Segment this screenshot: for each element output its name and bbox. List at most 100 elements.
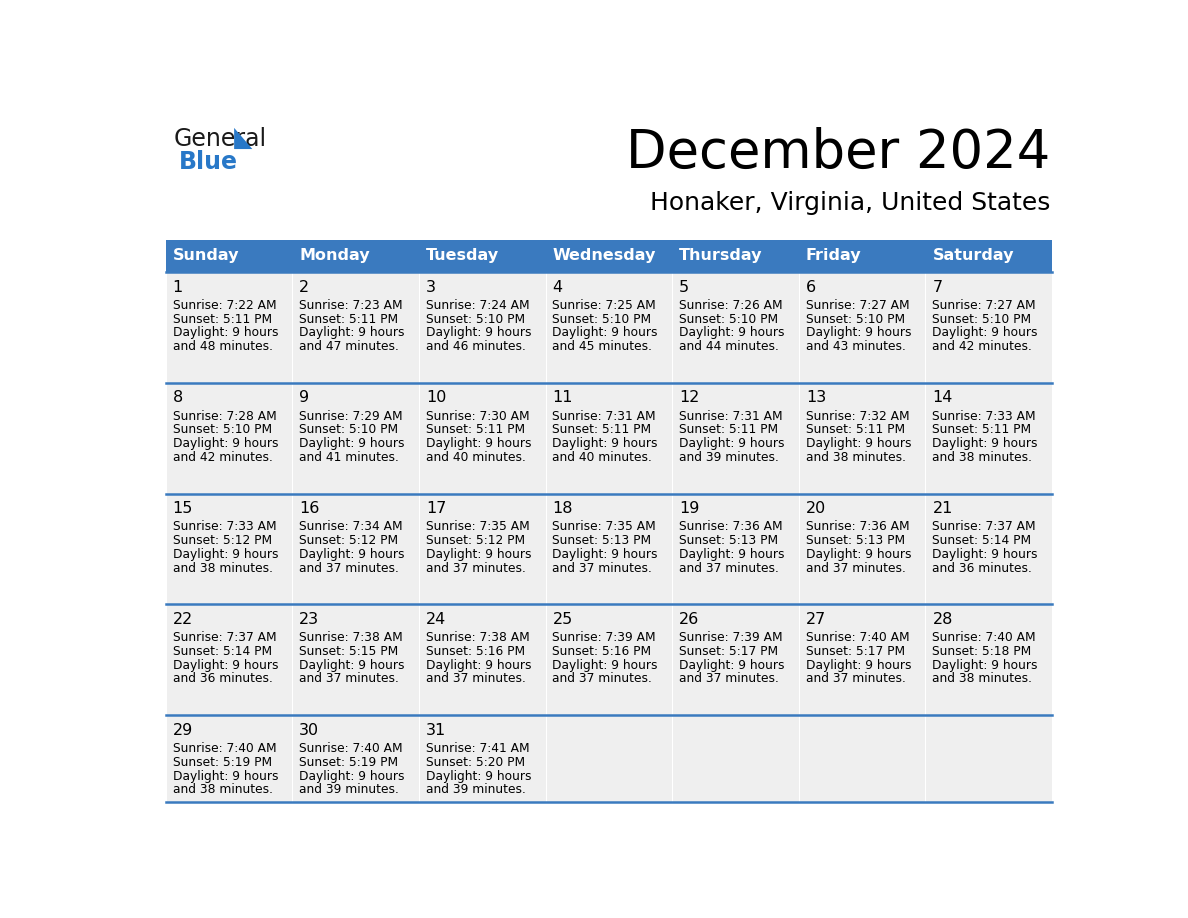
Text: Monday: Monday <box>299 248 369 263</box>
Polygon shape <box>419 272 545 383</box>
Polygon shape <box>165 604 292 715</box>
Polygon shape <box>925 383 1053 494</box>
Text: Sunset: 5:11 PM: Sunset: 5:11 PM <box>552 423 651 436</box>
Text: 23: 23 <box>299 612 320 627</box>
Polygon shape <box>292 604 419 715</box>
Text: Sunrise: 7:31 AM: Sunrise: 7:31 AM <box>680 409 783 422</box>
Text: Sunrise: 7:25 AM: Sunrise: 7:25 AM <box>552 299 656 312</box>
Text: Honaker, Virginia, United States: Honaker, Virginia, United States <box>650 191 1050 215</box>
Text: 25: 25 <box>552 612 573 627</box>
Polygon shape <box>798 715 925 801</box>
Text: and 48 minutes.: and 48 minutes. <box>172 340 272 353</box>
Text: and 37 minutes.: and 37 minutes. <box>805 562 905 575</box>
Text: and 36 minutes.: and 36 minutes. <box>172 672 272 686</box>
Polygon shape <box>545 240 672 272</box>
Text: Sunset: 5:10 PM: Sunset: 5:10 PM <box>933 312 1031 326</box>
Text: Sunrise: 7:26 AM: Sunrise: 7:26 AM <box>680 299 783 312</box>
Polygon shape <box>672 494 798 604</box>
Text: 22: 22 <box>172 612 192 627</box>
Text: Daylight: 9 hours: Daylight: 9 hours <box>172 548 278 561</box>
Text: Daylight: 9 hours: Daylight: 9 hours <box>680 659 784 672</box>
Text: 26: 26 <box>680 612 700 627</box>
Polygon shape <box>545 383 672 494</box>
Text: Sunset: 5:19 PM: Sunset: 5:19 PM <box>299 756 398 769</box>
Polygon shape <box>925 272 1053 383</box>
Text: Sunset: 5:11 PM: Sunset: 5:11 PM <box>425 423 525 436</box>
Text: Daylight: 9 hours: Daylight: 9 hours <box>680 437 784 450</box>
Text: Sunrise: 7:39 AM: Sunrise: 7:39 AM <box>552 632 656 644</box>
Text: Tuesday: Tuesday <box>425 248 499 263</box>
Text: 12: 12 <box>680 390 700 406</box>
Text: Daylight: 9 hours: Daylight: 9 hours <box>425 769 531 782</box>
Text: and 37 minutes.: and 37 minutes. <box>680 672 779 686</box>
Text: Sunset: 5:10 PM: Sunset: 5:10 PM <box>172 423 272 436</box>
Text: Daylight: 9 hours: Daylight: 9 hours <box>933 326 1038 340</box>
Polygon shape <box>165 240 292 272</box>
Text: Daylight: 9 hours: Daylight: 9 hours <box>425 437 531 450</box>
Text: and 44 minutes.: and 44 minutes. <box>680 340 779 353</box>
Text: Daylight: 9 hours: Daylight: 9 hours <box>933 437 1038 450</box>
Text: General: General <box>173 127 266 151</box>
Text: Daylight: 9 hours: Daylight: 9 hours <box>805 548 911 561</box>
Text: Sunset: 5:16 PM: Sunset: 5:16 PM <box>552 645 651 658</box>
Text: 31: 31 <box>425 722 446 738</box>
Text: 18: 18 <box>552 501 573 516</box>
Text: 6: 6 <box>805 280 816 295</box>
Text: Sunrise: 7:40 AM: Sunrise: 7:40 AM <box>172 742 276 756</box>
Text: Daylight: 9 hours: Daylight: 9 hours <box>552 548 658 561</box>
Polygon shape <box>798 604 925 715</box>
Text: 21: 21 <box>933 501 953 516</box>
Text: Sunset: 5:19 PM: Sunset: 5:19 PM <box>172 756 272 769</box>
Text: Sunset: 5:10 PM: Sunset: 5:10 PM <box>299 423 398 436</box>
Text: Daylight: 9 hours: Daylight: 9 hours <box>299 769 405 782</box>
Text: Sunrise: 7:23 AM: Sunrise: 7:23 AM <box>299 299 403 312</box>
Text: and 37 minutes.: and 37 minutes. <box>299 672 399 686</box>
Text: Daylight: 9 hours: Daylight: 9 hours <box>805 659 911 672</box>
Text: and 37 minutes.: and 37 minutes. <box>299 562 399 575</box>
Text: Sunrise: 7:40 AM: Sunrise: 7:40 AM <box>299 742 403 756</box>
Polygon shape <box>672 604 798 715</box>
Text: 14: 14 <box>933 390 953 406</box>
Text: Saturday: Saturday <box>933 248 1015 263</box>
Text: 7: 7 <box>933 280 942 295</box>
Text: Sunrise: 7:22 AM: Sunrise: 7:22 AM <box>172 299 276 312</box>
Polygon shape <box>925 240 1053 272</box>
Text: 3: 3 <box>425 280 436 295</box>
Text: 9: 9 <box>299 390 309 406</box>
Text: and 38 minutes.: and 38 minutes. <box>805 451 905 464</box>
Text: 15: 15 <box>172 501 192 516</box>
Text: and 39 minutes.: and 39 minutes. <box>299 783 399 796</box>
Text: Sunset: 5:10 PM: Sunset: 5:10 PM <box>805 312 905 326</box>
Text: 19: 19 <box>680 501 700 516</box>
Text: and 38 minutes.: and 38 minutes. <box>172 783 272 796</box>
Text: Sunrise: 7:38 AM: Sunrise: 7:38 AM <box>299 632 403 644</box>
Text: Sunset: 5:14 PM: Sunset: 5:14 PM <box>933 534 1031 547</box>
Text: Daylight: 9 hours: Daylight: 9 hours <box>425 659 531 672</box>
Text: Sunset: 5:11 PM: Sunset: 5:11 PM <box>299 312 398 326</box>
Text: Sunset: 5:12 PM: Sunset: 5:12 PM <box>299 534 398 547</box>
Text: Daylight: 9 hours: Daylight: 9 hours <box>933 659 1038 672</box>
Text: and 38 minutes.: and 38 minutes. <box>933 451 1032 464</box>
Text: Daylight: 9 hours: Daylight: 9 hours <box>680 326 784 340</box>
Text: Sunrise: 7:40 AM: Sunrise: 7:40 AM <box>805 632 910 644</box>
Text: Daylight: 9 hours: Daylight: 9 hours <box>552 659 658 672</box>
Polygon shape <box>545 272 672 383</box>
Text: Sunrise: 7:30 AM: Sunrise: 7:30 AM <box>425 409 530 422</box>
Polygon shape <box>419 715 545 801</box>
Text: Thursday: Thursday <box>680 248 763 263</box>
Text: 1: 1 <box>172 280 183 295</box>
Text: and 37 minutes.: and 37 minutes. <box>425 672 526 686</box>
Text: Sunset: 5:20 PM: Sunset: 5:20 PM <box>425 756 525 769</box>
Polygon shape <box>672 240 798 272</box>
Text: and 36 minutes.: and 36 minutes. <box>933 562 1032 575</box>
Text: Daylight: 9 hours: Daylight: 9 hours <box>805 326 911 340</box>
Text: Sunset: 5:10 PM: Sunset: 5:10 PM <box>425 312 525 326</box>
Text: 17: 17 <box>425 501 447 516</box>
Text: 28: 28 <box>933 612 953 627</box>
Text: 8: 8 <box>172 390 183 406</box>
Text: 20: 20 <box>805 501 826 516</box>
Polygon shape <box>419 383 545 494</box>
Polygon shape <box>165 272 292 383</box>
Polygon shape <box>672 383 798 494</box>
Text: and 38 minutes.: and 38 minutes. <box>933 672 1032 686</box>
